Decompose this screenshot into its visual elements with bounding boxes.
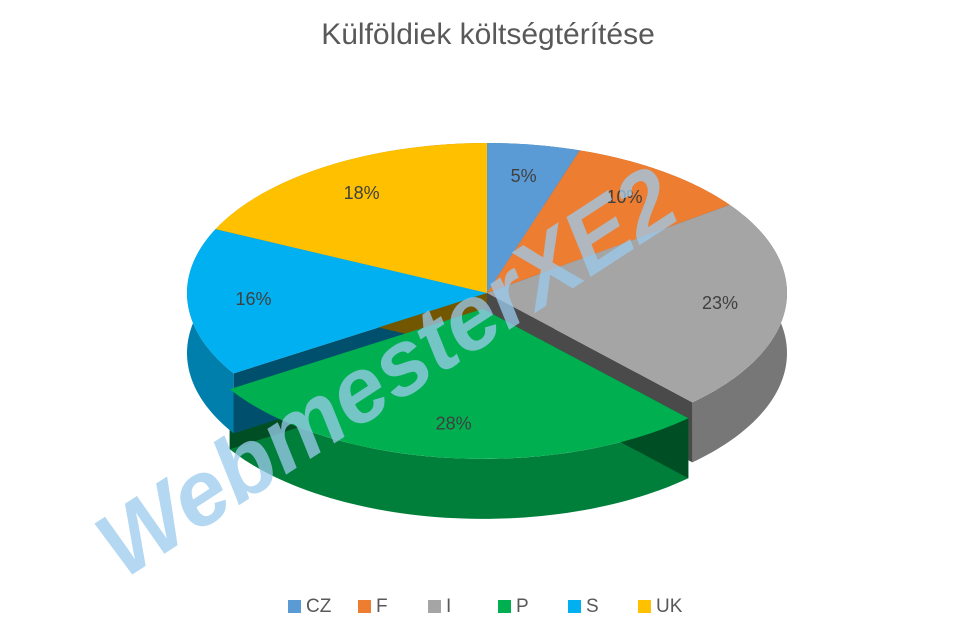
slice	[487, 143, 580, 293]
legend-swatch	[288, 600, 301, 613]
slice	[187, 229, 487, 374]
pie-tops	[187, 143, 787, 459]
slice	[487, 150, 730, 293]
data-label: 23%	[702, 293, 738, 313]
data-label: 16%	[235, 289, 271, 309]
pie: 5% 10% 23% 28% 16% 18%	[187, 143, 787, 519]
legend-label: S	[586, 596, 599, 617]
data-label: 5%	[511, 166, 537, 186]
legend-swatch	[428, 600, 441, 613]
legend-label: P	[516, 596, 529, 617]
data-label: 28%	[436, 414, 472, 434]
data-label: 18%	[344, 183, 380, 203]
data-label: 10%	[607, 187, 643, 207]
slice	[487, 204, 787, 403]
legend-label: I	[446, 596, 451, 617]
legend-swatch	[358, 600, 371, 613]
slice-side	[229, 389, 689, 519]
legend-swatch	[498, 600, 511, 613]
legend-label: UK	[656, 596, 683, 617]
slice	[215, 143, 487, 293]
legend-swatch	[568, 600, 581, 613]
chart-title: Külföldiek költségtérítése	[321, 18, 655, 51]
legend-swatch	[638, 600, 651, 613]
pie-labels: 5% 10% 23% 28% 16% 18%	[235, 166, 738, 434]
legend-label: CZ	[306, 596, 332, 617]
slice	[229, 308, 689, 459]
legend: CZ F I P S UK	[288, 596, 683, 617]
legend-label: F	[376, 596, 388, 617]
